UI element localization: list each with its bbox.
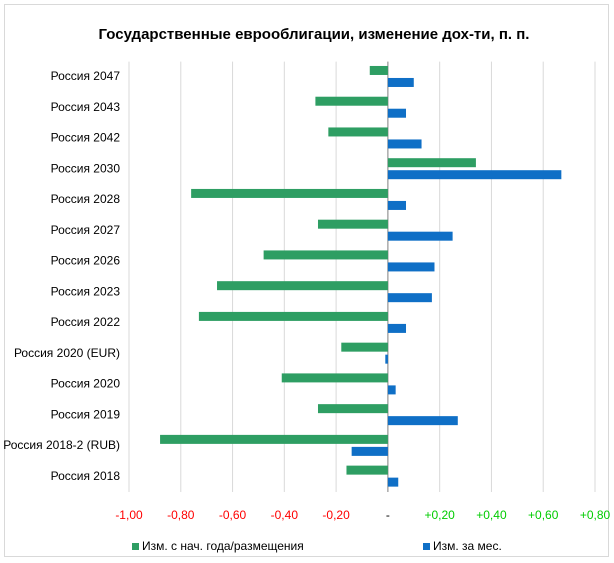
bar (369, 65, 388, 75)
bar (160, 434, 388, 444)
bar (328, 127, 388, 137)
chart-title: Государственные еврооблигации, изменение… (99, 26, 530, 43)
y-tick-label: Россия 2028 (51, 192, 121, 206)
y-tick-label: Россия 2023 (51, 284, 121, 298)
x-tick-label: -0,80 (167, 508, 195, 522)
y-tick-label: Россия 2026 (51, 254, 121, 268)
bar (387, 262, 435, 272)
y-tick-label: Россия 2019 (51, 407, 121, 421)
bar (191, 188, 388, 198)
chart-border (4, 4, 609, 557)
bar (387, 416, 458, 426)
y-tick-label: Россия 2022 (51, 315, 121, 329)
bar (385, 354, 388, 364)
bar (387, 200, 407, 210)
x-tick-label: -1,00 (115, 508, 143, 522)
bar (341, 342, 388, 352)
legend-swatch (132, 543, 139, 550)
bar (387, 77, 414, 87)
y-tick-label: Россия 2020 (51, 377, 121, 391)
bar (387, 293, 432, 303)
x-tick-label: -0,60 (219, 508, 247, 522)
x-tick-label: - (386, 508, 390, 522)
bar (317, 219, 388, 229)
legend-label: Изм. с нач. года/размещения (142, 539, 304, 553)
y-tick-label: Россия 2027 (51, 223, 121, 237)
bar (387, 108, 407, 118)
bar (387, 385, 396, 395)
legend-swatch (423, 543, 430, 550)
bar (315, 96, 388, 106)
bar (317, 404, 388, 414)
x-tick-label: -0,20 (322, 508, 350, 522)
bar (346, 465, 388, 475)
x-tick-label: +0,80 (580, 508, 611, 522)
x-tick-label: -0,40 (271, 508, 299, 522)
y-tick-label: Россия 2018-2 (RUB) (3, 438, 120, 452)
bar (387, 158, 476, 168)
y-tick-label: Россия 2030 (51, 161, 121, 175)
y-tick-label: Россия 2042 (51, 131, 121, 145)
bar (263, 250, 388, 260)
bar (198, 311, 388, 321)
bar (351, 446, 388, 456)
x-tick-label: +0,20 (424, 508, 455, 522)
bar (387, 170, 562, 180)
bar (387, 231, 453, 241)
bar (387, 477, 399, 487)
y-tick-label: Россия 2043 (51, 100, 121, 114)
legend-label: Изм. за мес. (433, 539, 502, 553)
x-tick-label: +0,40 (476, 508, 507, 522)
bar (387, 323, 407, 333)
y-tick-label: Россия 2047 (51, 69, 121, 83)
bar (387, 139, 422, 149)
bar (281, 373, 388, 383)
y-tick-label: Россия 2020 (EUR) (14, 346, 120, 360)
y-tick-label: Россия 2018 (51, 469, 121, 483)
bar (217, 281, 388, 291)
x-tick-label: +0,60 (528, 508, 559, 522)
